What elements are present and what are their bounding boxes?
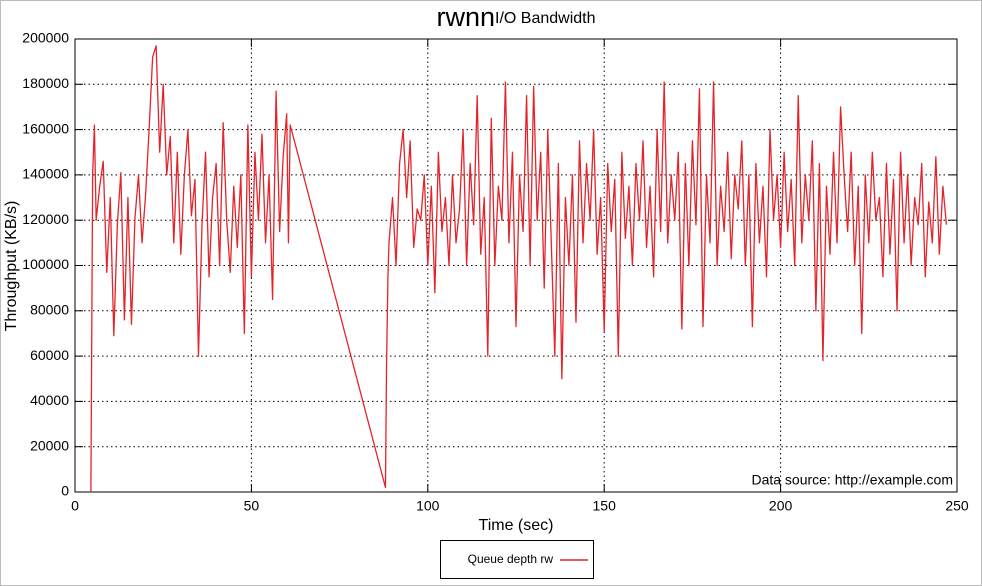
x-tick-label: 50 <box>244 498 260 514</box>
x-tick-label: 250 <box>945 498 969 514</box>
chart-title: rwnnI/O Bandwidth <box>436 2 595 32</box>
title-main: rwnn <box>436 2 495 32</box>
y-tick-label: 100000 <box>22 256 69 272</box>
legend-label: Queue depth rw <box>468 552 554 566</box>
data-line <box>90 45 948 493</box>
plot-frame <box>74 38 958 493</box>
y-tick-label: 60000 <box>30 347 69 363</box>
y-tick-label: 180000 <box>22 75 69 91</box>
y-tick-label: 20000 <box>30 437 69 453</box>
x-tick-label: 100 <box>416 498 440 514</box>
y-tick-label: 80000 <box>30 302 69 318</box>
x-tick-label: 0 <box>71 498 79 514</box>
x-tick-label: 150 <box>593 498 617 514</box>
x-axis-label: Time (sec) <box>479 517 554 534</box>
y-tick-label: 0 <box>61 483 69 499</box>
title-sub: I/O Bandwidth <box>495 10 596 27</box>
annotation: Data source: http://example.com <box>751 472 953 488</box>
y-tick-label: 140000 <box>22 166 69 182</box>
y-tick-label: 120000 <box>22 211 69 227</box>
y-tick-label: 200000 <box>22 30 69 46</box>
y-tick-label: 40000 <box>30 392 69 408</box>
y-axis-label: Throughput (KB/s) <box>3 201 20 332</box>
y-tick-label: 160000 <box>22 120 69 136</box>
x-tick-label: 200 <box>769 498 793 514</box>
